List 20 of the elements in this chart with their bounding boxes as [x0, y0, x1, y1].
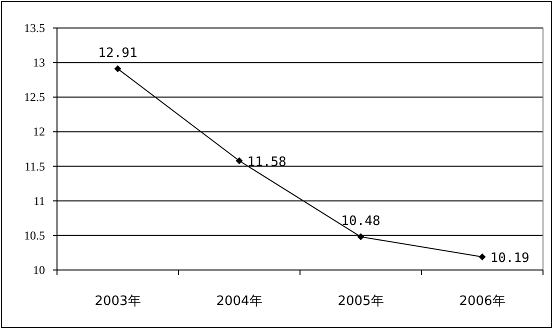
- y-tick-label: 12.5: [24, 90, 45, 104]
- data-label: 12.91: [98, 46, 138, 61]
- y-tick-label: 11.5: [24, 159, 45, 174]
- data-label: 11.58: [247, 154, 286, 170]
- y-tick-label: 10.5: [24, 228, 45, 242]
- x-tick-label: 2005年: [338, 294, 384, 309]
- y-tick-label: 11: [33, 194, 45, 208]
- x-tick-label: 2004年: [216, 294, 262, 309]
- data-label: 10.48: [341, 214, 380, 229]
- y-tick-label: 10: [33, 263, 45, 277]
- point: [236, 157, 243, 164]
- x-tick-label: 2006年: [459, 294, 506, 309]
- point: [478, 253, 486, 260]
- y-tick-label: 12: [33, 124, 45, 139]
- point: [114, 65, 122, 72]
- point: [357, 233, 364, 240]
- x-tick-label: 2003年: [94, 294, 141, 309]
- y-tick-label: 13: [33, 56, 45, 70]
- data-label: 10.19: [490, 250, 530, 266]
- y-tick-label: 13.5: [24, 21, 45, 35]
